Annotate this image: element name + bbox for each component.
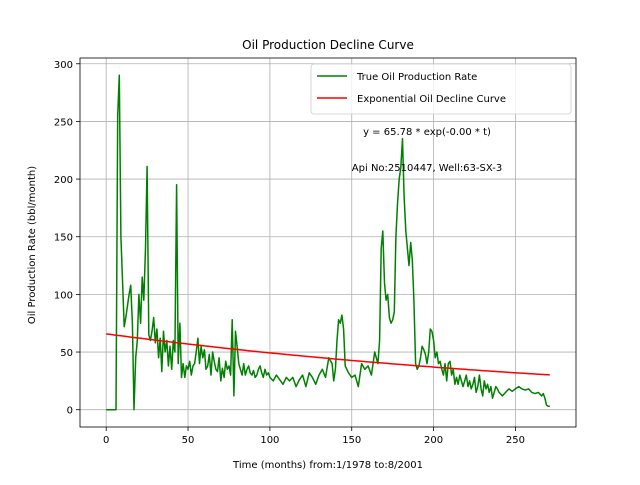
legend-label-exponential-curve: Exponential Oil Decline Curve [357,94,506,105]
series-true-production-line [106,74,550,411]
y-tick-label: 150 [54,233,73,244]
series-exponential-curve-line [106,333,550,376]
legend-box [310,63,572,115]
legend-label-true-production: True Oil Production Rate [356,72,477,83]
y-axis-label: Oil Production Rate (bbl/month) [27,166,38,324]
x-ticks: 0 50 100 150 200 250 [103,427,525,446]
x-tick-label: 250 [506,435,525,446]
x-tick-label: 50 [182,435,195,446]
y-tick-label: 50 [60,348,73,359]
y-tick-label: 200 [54,175,73,186]
x-axis-label: Time (months) from:1/1978 to:8/2001 [232,460,423,471]
x-tick-label: 0 [103,435,109,446]
y-tick-label: 0 [67,406,73,417]
y-tick-label: 300 [54,60,73,71]
axes-frame [79,57,577,428]
y-tick-label: 250 [54,117,73,128]
fit-equation: y = 65.78 * exp(-0.00 * t) [363,127,491,138]
x-tick-label: 200 [424,435,443,446]
plot-lines [106,74,550,411]
chart-title: Oil Production Decline Curve [242,38,414,52]
well-info: Api No:2510447, Well:63-SX-3 [352,163,502,174]
y-ticks: 0 50 100 150 200 250 300 [54,60,80,417]
y-tick-label: 100 [54,290,73,301]
legend: True Oil Production Rate Exponential Oil… [310,63,572,115]
x-tick-label: 150 [342,435,361,446]
x-tick-label: 100 [260,435,279,446]
